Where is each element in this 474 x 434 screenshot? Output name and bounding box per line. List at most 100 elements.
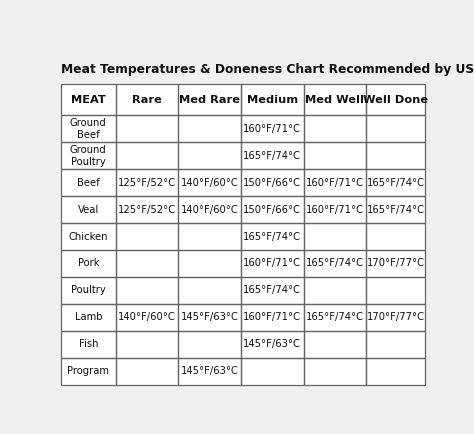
Bar xyxy=(241,331,303,358)
Bar xyxy=(61,331,116,358)
Text: 160°F/71°C: 160°F/71°C xyxy=(243,259,301,269)
Bar xyxy=(303,115,366,142)
Bar xyxy=(178,250,241,277)
Bar xyxy=(61,142,116,169)
Bar xyxy=(241,304,303,331)
Text: Lamb: Lamb xyxy=(74,312,102,322)
Text: 165°F/74°C: 165°F/74°C xyxy=(306,312,364,322)
Bar xyxy=(366,115,425,142)
Text: 170°F/77°C: 170°F/77°C xyxy=(366,312,425,322)
Bar xyxy=(61,304,116,331)
Bar xyxy=(116,358,178,385)
Bar xyxy=(241,115,303,142)
Bar xyxy=(366,223,425,250)
Text: 165°F/74°C: 165°F/74°C xyxy=(243,151,301,161)
Bar xyxy=(241,196,303,223)
Text: Veal: Veal xyxy=(78,204,99,215)
Text: 165°F/74°C: 165°F/74°C xyxy=(366,204,425,215)
Text: 150°F/66°C: 150°F/66°C xyxy=(243,178,301,187)
Bar xyxy=(178,142,241,169)
Text: 170°F/77°C: 170°F/77°C xyxy=(366,259,425,269)
Bar xyxy=(241,250,303,277)
Bar xyxy=(303,277,366,304)
Bar xyxy=(366,331,425,358)
Bar xyxy=(178,196,241,223)
Text: Med Well: Med Well xyxy=(305,95,365,105)
Bar xyxy=(61,358,116,385)
Bar xyxy=(61,277,116,304)
Text: Well Done: Well Done xyxy=(363,95,428,105)
Text: 145°F/63°C: 145°F/63°C xyxy=(181,366,238,376)
Text: 145°F/63°C: 145°F/63°C xyxy=(243,339,301,349)
Bar xyxy=(366,358,425,385)
Bar xyxy=(61,223,116,250)
Bar xyxy=(116,196,178,223)
Bar xyxy=(303,304,366,331)
Text: 125°F/52°C: 125°F/52°C xyxy=(118,178,176,187)
Text: Meat Temperatures & Doneness Chart Recommended by USDA: Meat Temperatures & Doneness Chart Recom… xyxy=(61,63,474,76)
Bar xyxy=(241,169,303,196)
Bar xyxy=(178,358,241,385)
Text: Pork: Pork xyxy=(78,259,99,269)
Text: 165°F/74°C: 165°F/74°C xyxy=(366,178,425,187)
Bar xyxy=(61,196,116,223)
Text: Poultry: Poultry xyxy=(71,286,106,296)
Text: Program: Program xyxy=(67,366,109,376)
Bar xyxy=(178,277,241,304)
Text: 160°F/71°C: 160°F/71°C xyxy=(306,204,364,215)
Bar xyxy=(116,169,178,196)
Bar xyxy=(366,250,425,277)
Text: 160°F/71°C: 160°F/71°C xyxy=(243,124,301,134)
Bar xyxy=(178,84,241,115)
Text: Medium: Medium xyxy=(246,95,298,105)
Text: 145°F/63°C: 145°F/63°C xyxy=(181,312,238,322)
Text: 125°F/52°C: 125°F/52°C xyxy=(118,204,176,215)
Bar xyxy=(178,115,241,142)
Bar xyxy=(116,277,178,304)
Bar xyxy=(61,250,116,277)
Text: 165°F/74°C: 165°F/74°C xyxy=(243,232,301,242)
Bar xyxy=(61,115,116,142)
Bar xyxy=(366,84,425,115)
Bar xyxy=(303,196,366,223)
Text: 165°F/74°C: 165°F/74°C xyxy=(306,259,364,269)
Bar xyxy=(303,358,366,385)
Bar xyxy=(116,115,178,142)
Text: 140°F/60°C: 140°F/60°C xyxy=(181,178,238,187)
Text: 150°F/66°C: 150°F/66°C xyxy=(243,204,301,215)
Text: 165°F/74°C: 165°F/74°C xyxy=(243,286,301,296)
Bar xyxy=(241,223,303,250)
Text: Chicken: Chicken xyxy=(69,232,108,242)
Bar xyxy=(303,331,366,358)
Bar xyxy=(116,84,178,115)
Bar xyxy=(116,223,178,250)
Bar xyxy=(303,250,366,277)
Bar xyxy=(178,169,241,196)
Bar xyxy=(61,169,116,196)
Text: 140°F/60°C: 140°F/60°C xyxy=(181,204,238,215)
Text: Ground
Poultry: Ground Poultry xyxy=(70,145,107,167)
Bar xyxy=(366,277,425,304)
Bar xyxy=(303,84,366,115)
Bar xyxy=(178,304,241,331)
Bar xyxy=(241,142,303,169)
Text: 160°F/71°C: 160°F/71°C xyxy=(243,312,301,322)
Bar xyxy=(303,169,366,196)
Bar xyxy=(303,142,366,169)
Text: Rare: Rare xyxy=(132,95,162,105)
Text: 160°F/71°C: 160°F/71°C xyxy=(306,178,364,187)
Bar xyxy=(178,331,241,358)
Bar xyxy=(366,196,425,223)
Bar xyxy=(366,169,425,196)
Text: Beef: Beef xyxy=(77,178,100,187)
Text: Ground
Beef: Ground Beef xyxy=(70,118,107,140)
Bar xyxy=(241,84,303,115)
Bar xyxy=(116,250,178,277)
Bar xyxy=(303,223,366,250)
Bar xyxy=(366,142,425,169)
Bar xyxy=(116,331,178,358)
Text: Med Rare: Med Rare xyxy=(179,95,240,105)
Bar xyxy=(241,358,303,385)
Bar xyxy=(241,277,303,304)
Text: Fish: Fish xyxy=(79,339,98,349)
